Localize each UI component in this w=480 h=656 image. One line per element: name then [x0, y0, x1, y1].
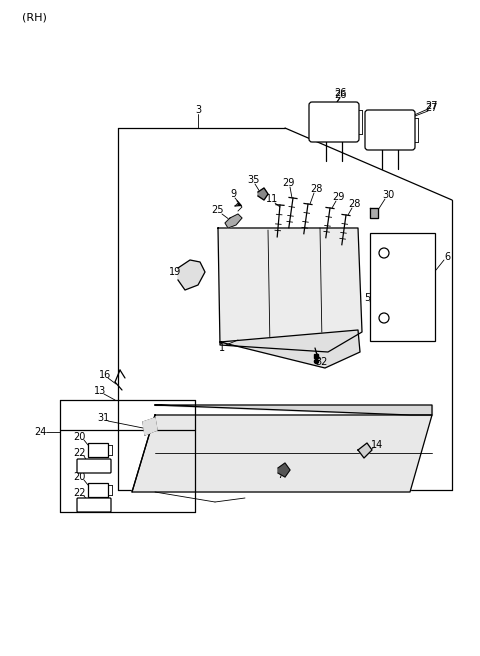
Text: 22: 22 — [73, 488, 85, 498]
Text: 22: 22 — [73, 448, 85, 458]
Text: 31: 31 — [97, 413, 109, 423]
Text: 26: 26 — [334, 90, 346, 100]
Polygon shape — [258, 188, 268, 200]
Text: 13: 13 — [94, 386, 106, 396]
Text: 32: 32 — [316, 357, 328, 367]
Text: 30: 30 — [382, 190, 394, 200]
Polygon shape — [278, 463, 290, 477]
FancyBboxPatch shape — [77, 459, 111, 473]
Text: 27: 27 — [426, 103, 438, 113]
Polygon shape — [218, 228, 362, 352]
Bar — [370, 233, 435, 341]
Text: 16: 16 — [99, 370, 111, 380]
Text: 35: 35 — [247, 175, 259, 185]
Text: 25: 25 — [212, 205, 224, 215]
FancyBboxPatch shape — [365, 110, 415, 150]
Polygon shape — [155, 405, 432, 415]
Polygon shape — [132, 415, 432, 492]
Text: 5: 5 — [364, 293, 370, 303]
FancyBboxPatch shape — [88, 443, 108, 457]
Text: 24: 24 — [34, 427, 46, 437]
Text: 28: 28 — [310, 184, 322, 194]
Text: 29: 29 — [332, 192, 344, 202]
Text: 11: 11 — [266, 194, 278, 204]
Text: 19: 19 — [169, 267, 181, 277]
Text: 3: 3 — [195, 105, 201, 115]
Text: 9: 9 — [230, 189, 236, 199]
Text: (RH): (RH) — [22, 13, 47, 23]
Text: 20: 20 — [73, 472, 85, 482]
Text: 14: 14 — [371, 440, 383, 450]
Polygon shape — [143, 418, 157, 435]
FancyBboxPatch shape — [88, 483, 108, 497]
Text: 29: 29 — [282, 178, 294, 188]
Polygon shape — [178, 260, 205, 290]
Text: 28: 28 — [348, 199, 360, 209]
Text: 6: 6 — [444, 252, 450, 262]
Text: 7: 7 — [277, 470, 283, 480]
Polygon shape — [220, 330, 360, 368]
Text: 20: 20 — [73, 432, 85, 442]
FancyBboxPatch shape — [77, 498, 111, 512]
Text: 26: 26 — [334, 88, 346, 98]
Polygon shape — [358, 443, 372, 458]
FancyBboxPatch shape — [309, 102, 359, 142]
Polygon shape — [225, 214, 242, 228]
Text: 1: 1 — [219, 343, 225, 353]
Text: 27: 27 — [426, 101, 438, 111]
Polygon shape — [370, 208, 378, 218]
